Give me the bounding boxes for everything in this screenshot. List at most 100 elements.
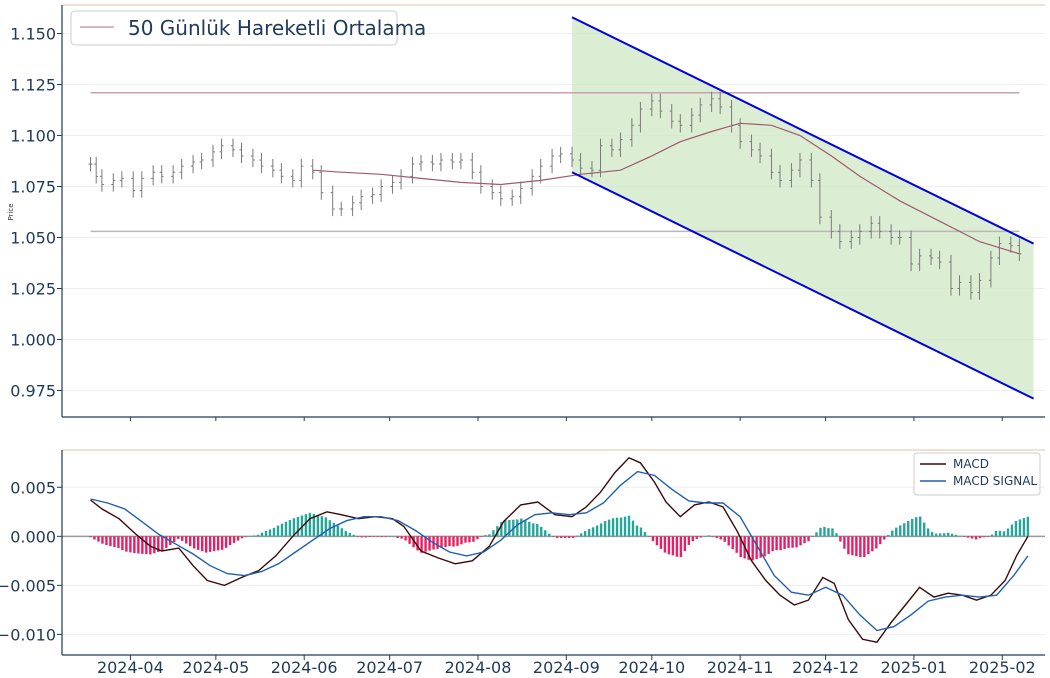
macd-histogram-bar xyxy=(827,528,830,537)
macd-histogram-bar xyxy=(536,523,539,537)
macd-histogram-bar xyxy=(954,534,958,537)
x-tick-label: 2024-12 xyxy=(792,658,859,677)
macd-histogram-bar xyxy=(332,522,336,537)
macd-histogram-bar xyxy=(488,534,491,537)
macd-histogram-bar xyxy=(448,536,451,547)
macd-histogram-bar xyxy=(974,536,978,540)
macd-histogram-bar xyxy=(687,536,691,545)
macd-histogram-bar xyxy=(699,536,703,538)
macd-histogram-bar xyxy=(404,536,407,541)
macd-histogram-bar xyxy=(731,536,734,550)
macd-histogram-bar xyxy=(177,536,180,540)
macd-histogram-bar xyxy=(875,536,878,549)
macd-histogram-bar xyxy=(623,516,627,537)
channel-upper-line xyxy=(571,16,1035,245)
macd-histogram-bar xyxy=(863,536,866,558)
macd-histogram-bar xyxy=(899,525,902,537)
macd-histogram-bar xyxy=(388,535,391,537)
macd-histogram-bar xyxy=(595,525,599,537)
macd-panel xyxy=(62,456,1045,643)
macd-histogram-bar xyxy=(216,536,220,551)
macd-histogram-bar xyxy=(133,536,136,554)
macd-histogram-bar xyxy=(444,536,447,548)
signal-legend-label: MACD SIGNAL xyxy=(953,474,1037,488)
macd-histogram-bar xyxy=(647,536,651,537)
macd-histogram-bar xyxy=(392,536,395,537)
macd-histogram-bar xyxy=(763,536,766,557)
macd-histogram-bar xyxy=(408,536,411,544)
macd-histogram-bar xyxy=(895,527,898,537)
macd-histogram-bar xyxy=(659,536,663,549)
macd-histogram-bar xyxy=(691,536,695,542)
macd-histogram-bar xyxy=(137,536,140,554)
macd-histogram-bar xyxy=(256,534,260,537)
macd-histogram-bar xyxy=(520,518,523,537)
macd-histogram-bar xyxy=(316,515,320,537)
macd-histogram-bar xyxy=(843,536,846,549)
macd-histogram-bar xyxy=(456,536,459,546)
macd-histogram-bar xyxy=(990,534,994,537)
macd-histogram-bar xyxy=(1002,531,1006,537)
macd-histogram-bar xyxy=(723,536,726,542)
macd-histogram-bar xyxy=(679,536,683,558)
macd-histogram-bar xyxy=(480,536,483,537)
macd-histogram-bar xyxy=(922,522,926,537)
macd-histogram-bar xyxy=(348,533,351,537)
macd-histogram-bar xyxy=(887,535,890,537)
macd-histogram-bar xyxy=(356,536,359,537)
macd-histogram-bar xyxy=(208,536,212,552)
macd-histogram-bar xyxy=(835,533,838,537)
macd-histogram-bar xyxy=(986,536,990,537)
macd-histogram-bar xyxy=(376,536,379,537)
macd-histogram-bar xyxy=(548,533,551,537)
macd-histogram-bar xyxy=(145,536,148,555)
macd-histogram-bar xyxy=(476,536,479,540)
macd-histogram-bar xyxy=(109,536,112,547)
macd-histogram-bar xyxy=(926,528,930,537)
macd-histogram-bar xyxy=(683,536,687,551)
macd-histogram-bar xyxy=(855,536,858,557)
macd-histogram-bar xyxy=(1014,521,1018,537)
macd-histogram-bar xyxy=(859,536,862,558)
macd-histogram-bar xyxy=(292,518,296,537)
macd-histogram-bar xyxy=(787,536,790,548)
macd-histogram-bar xyxy=(579,533,583,537)
macd-histogram-bar xyxy=(563,536,567,538)
macd-histogram-bar xyxy=(675,536,679,557)
macd-histogram-bar xyxy=(452,536,455,547)
macd-histogram-bar xyxy=(244,536,248,537)
price-y-tick-label: 1.075 xyxy=(10,178,56,197)
macd-histogram-bar xyxy=(312,513,316,537)
macd-histogram-bar xyxy=(552,536,555,537)
macd-histogram-bar xyxy=(161,536,164,551)
macd-histogram-bar xyxy=(639,527,643,537)
macd-histogram-bar xyxy=(129,536,132,553)
macd-histogram-bar xyxy=(232,536,236,543)
macd-histogram-bar xyxy=(492,530,495,537)
macd-histogram-bar xyxy=(524,520,527,537)
macd-histogram-bar xyxy=(815,532,818,537)
price-gridlines xyxy=(62,33,1045,391)
macd-histogram-bar xyxy=(587,529,591,537)
x-tick-label: 2025-01 xyxy=(881,658,948,677)
macd-histogram-bar xyxy=(1026,516,1030,537)
macd-histogram-bar xyxy=(212,536,216,552)
macd-histogram-bar xyxy=(185,536,188,544)
macd-histogram-bar xyxy=(440,536,443,548)
macd-histogram-bar xyxy=(663,536,667,553)
price-axis-label: Price xyxy=(7,203,15,220)
macd-histogram-bar xyxy=(272,527,276,537)
macd-legend: MACD MACD SIGNAL xyxy=(913,452,1041,496)
macd-histogram-bar xyxy=(344,530,347,537)
macd-histogram-bar xyxy=(934,533,938,537)
price-legend: 50 Günlük Hareketli Ortalama xyxy=(70,10,426,46)
macd-histogram-bar xyxy=(795,536,798,548)
macd-histogram-bar xyxy=(831,528,834,537)
macd-histogram-bar xyxy=(982,536,986,538)
macd-histogram-bar xyxy=(304,514,308,537)
macd-histogram-bar xyxy=(611,518,615,537)
moving-average-line xyxy=(312,122,1020,255)
macd-histogram-bar xyxy=(236,536,240,541)
macd-histogram-bar xyxy=(950,533,954,537)
